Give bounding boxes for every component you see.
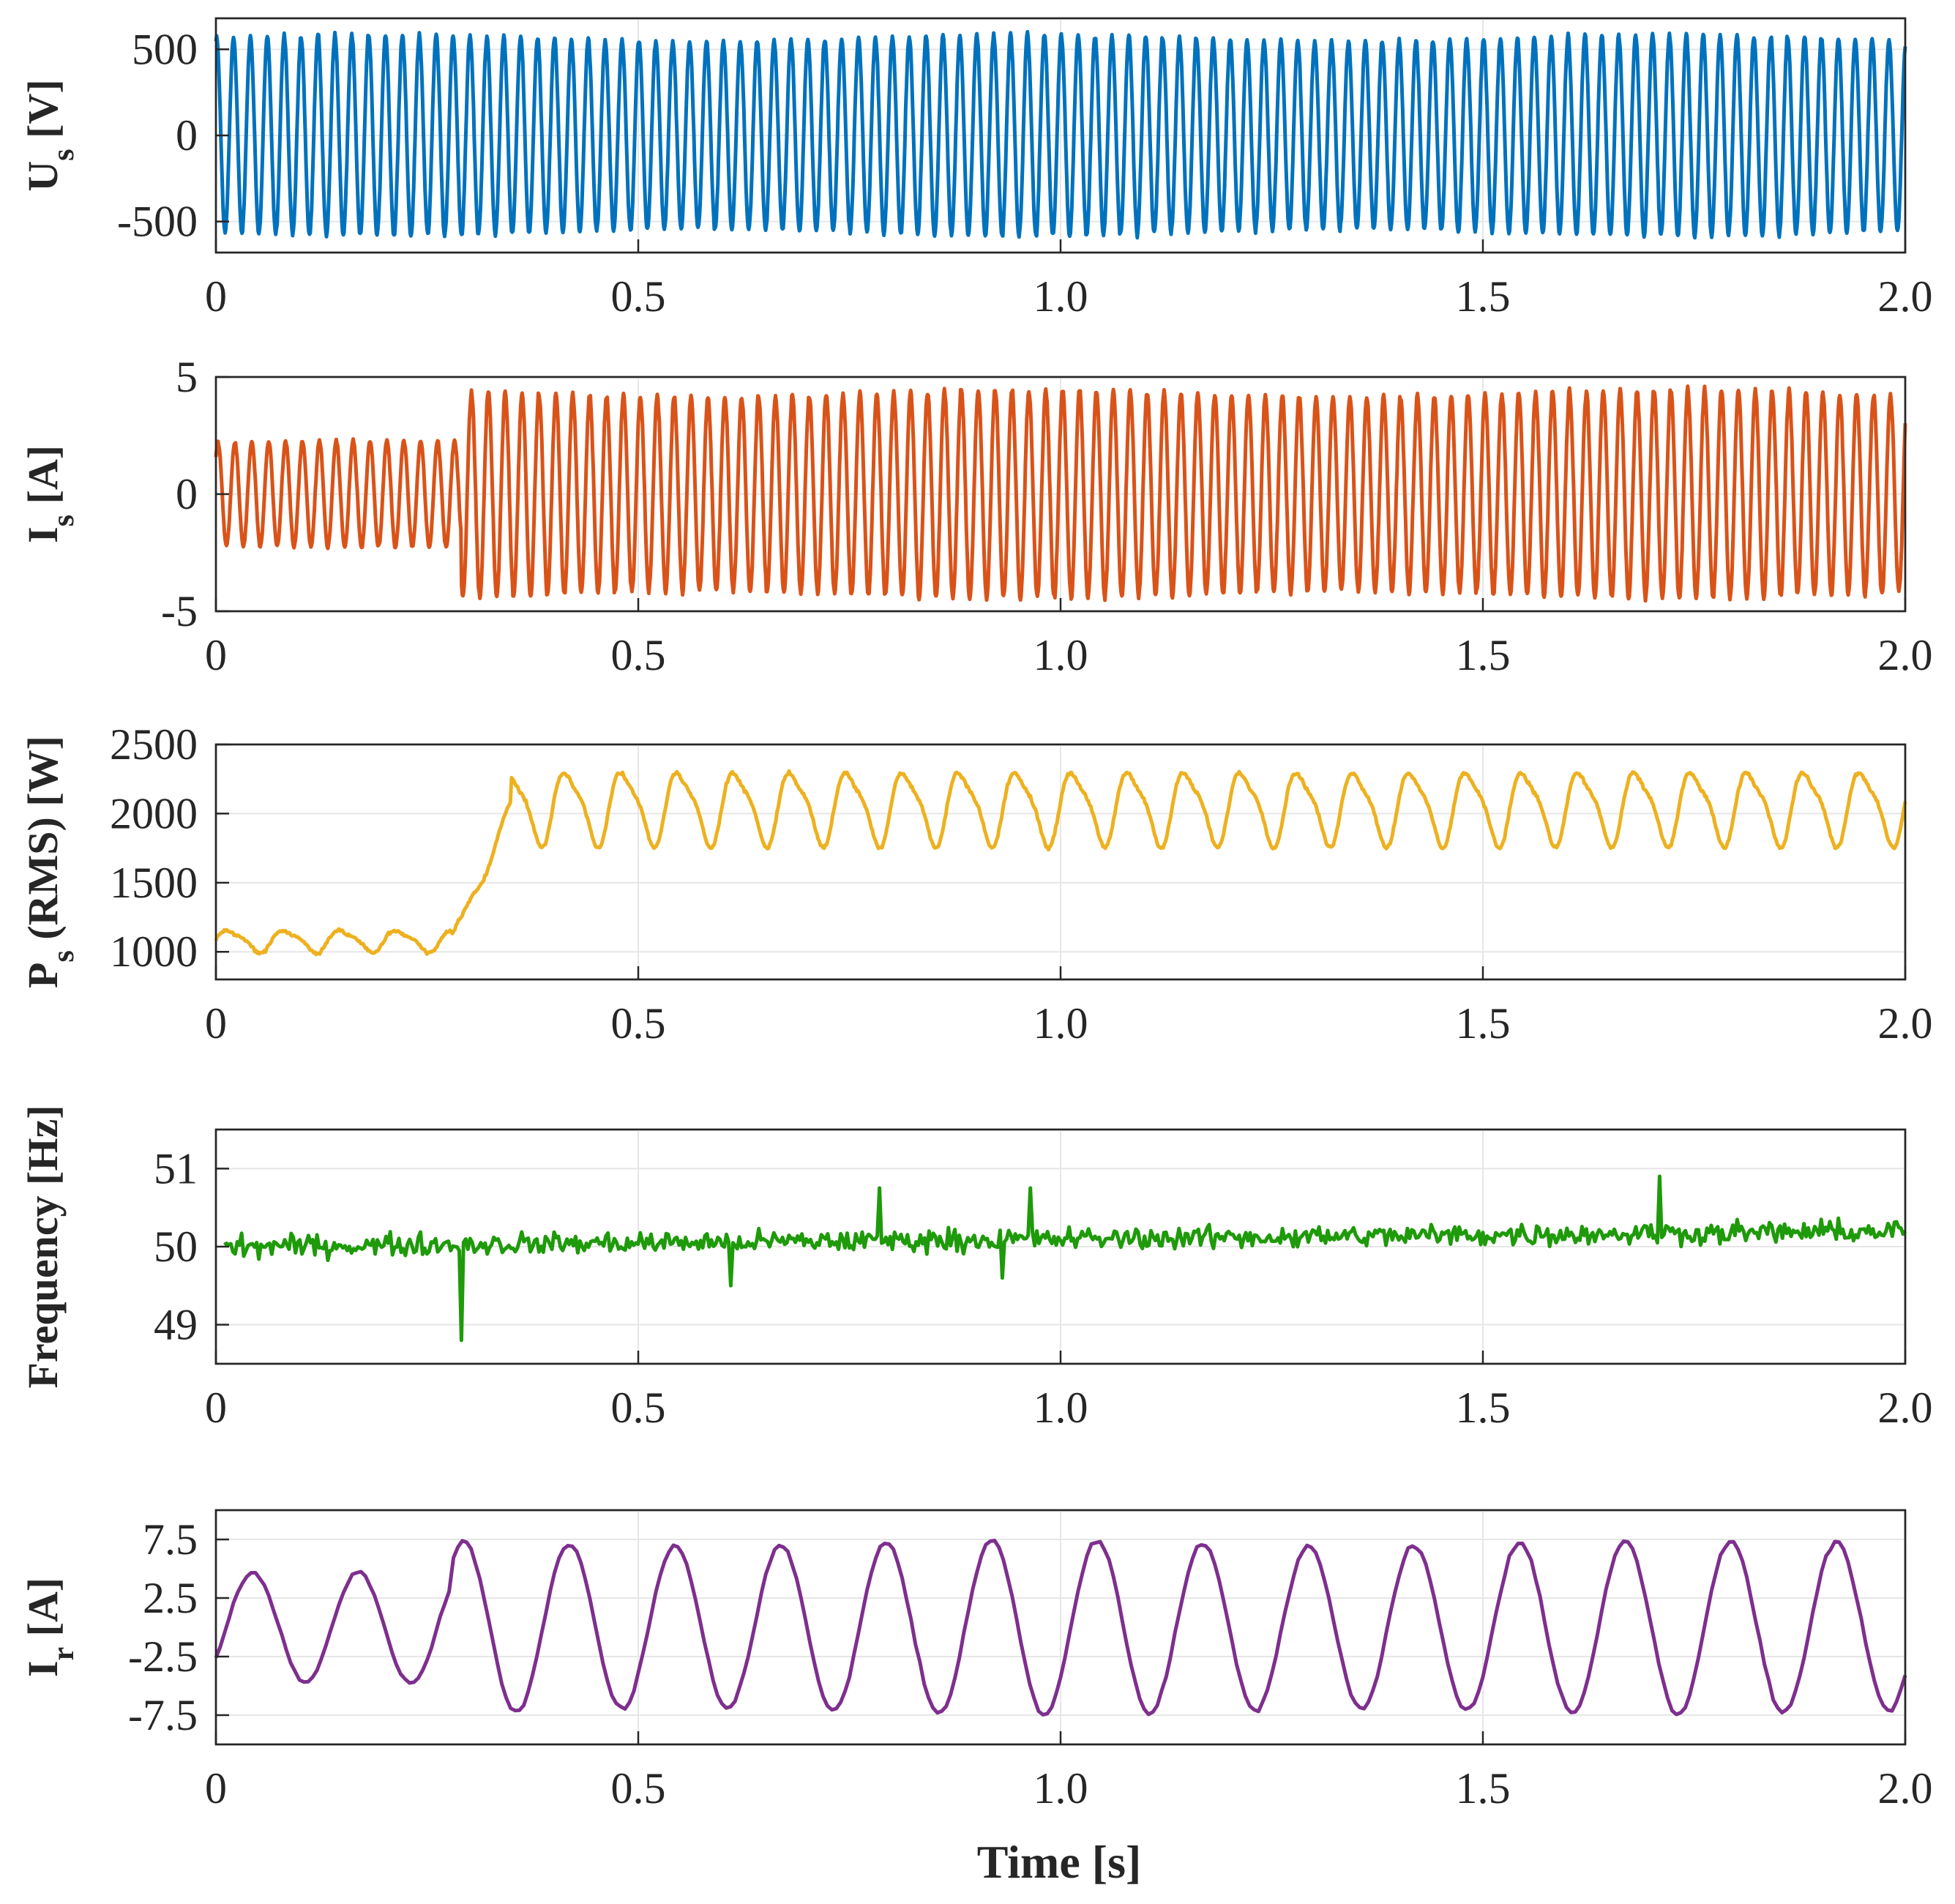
series-line-is [214,384,1907,603]
x-tick-label: 2.0 [1878,999,1933,1048]
y-tick-label: -2.5 [128,1632,198,1681]
x-tick-label: 1.0 [1033,1384,1088,1432]
x-tick-label: 0.5 [611,999,666,1048]
x-tick-label: 2.0 [1878,1384,1933,1432]
y-axis-label-ir: Ir [A] [19,1578,81,1677]
x-tick-label: 1.5 [1456,631,1511,679]
x-tick-label: 0 [205,272,227,321]
y-tick-label: 1000 [110,927,198,976]
y-tick-label: 7.5 [143,1515,198,1564]
y-axis-label-us: Us [V] [19,79,81,191]
y-label-unit: [A] [19,445,67,515]
y-label-main: P [19,963,67,988]
x-tick-label: 0.5 [611,1384,666,1432]
y-label-main: I [19,526,67,543]
y-tick-label: 5 [176,353,198,401]
y-tick-label: 0 [176,470,198,518]
y-tick-label: -5 [161,587,198,635]
y-label-unit: (RMS) [W] [19,736,67,950]
x-tick-label: 1.5 [1456,999,1511,1048]
y-tick-label: 1500 [110,859,198,907]
y-label-unit: [A] [19,1578,67,1647]
x-tick-label: 1.5 [1456,1384,1511,1432]
y-tick-label: -500 [117,198,198,246]
y-label-main: I [19,1661,67,1678]
panel-ir: 0 0.5 1.0 1.5 2.0 -7.5 -2.5 2.5 7.5 Ir [A] [19,1509,1933,1812]
y-tick-label: 0 [176,111,198,160]
series-line-freq [223,1174,1907,1343]
panel-ps: 0 0.5 1.0 1.5 2.0 1000 1500 2000 2500 Ps (RMS) [W… [19,720,1933,1048]
y-axis-label-is: Is [A] [19,445,81,543]
series-line-ir [214,1538,1907,1717]
y-label-subscript: s [47,149,81,160]
x-tick-label: 0 [205,631,227,679]
y-tick-label: 51 [154,1144,198,1192]
x-tick-label: 1.5 [1456,272,1511,321]
x-tick-label: 1.0 [1033,1764,1088,1812]
y-tick-label: -7.5 [128,1691,198,1739]
y-tick-label: 49 [154,1301,198,1349]
y-label-subscript: s [47,515,81,526]
x-tick-label: 0.5 [611,1764,666,1812]
y-axis-label-freq: Frequency [Hz] [19,1105,67,1388]
y-axis-label-ps: Ps (RMS) [W] [19,736,81,988]
x-tick-label: 0.5 [611,272,666,321]
series-line-ps [214,769,1907,957]
y-label-unit: [V] [19,79,67,149]
y-label-main: U [19,161,67,192]
y-label-main: Frequency [Hz] [19,1105,67,1388]
x-tick-label: 0.5 [611,631,666,679]
series-line-us [214,29,1907,240]
y-label-subscript: s [47,950,81,962]
x-tick-label: 1.5 [1456,1764,1511,1812]
x-tick-label: 0 [205,1384,227,1432]
y-tick-label: 2000 [110,789,198,837]
x-axis-label: Time [s] [977,1836,1142,1888]
x-tick-label: 1.0 [1033,272,1088,321]
y-tick-label: 2500 [110,720,198,769]
x-tick-label: 1.0 [1033,999,1088,1048]
panel-freq: 0 0.5 1.0 1.5 2.0 49 50 51 Frequency [Hz] [19,1105,1933,1432]
x-tick-label: 0 [205,999,227,1048]
y-tick-label: 500 [132,25,198,73]
y-label-subscript: r [47,1647,81,1661]
x-tick-label: 2.0 [1878,631,1933,679]
x-tick-label: 0 [205,1764,227,1812]
y-tick-label: 50 [154,1222,198,1271]
x-tick-label: 2.0 [1878,272,1933,321]
x-tick-label: 2.0 [1878,1764,1933,1812]
x-tick-label: 1.0 [1033,631,1088,679]
y-tick-label: 2.5 [143,1574,198,1622]
